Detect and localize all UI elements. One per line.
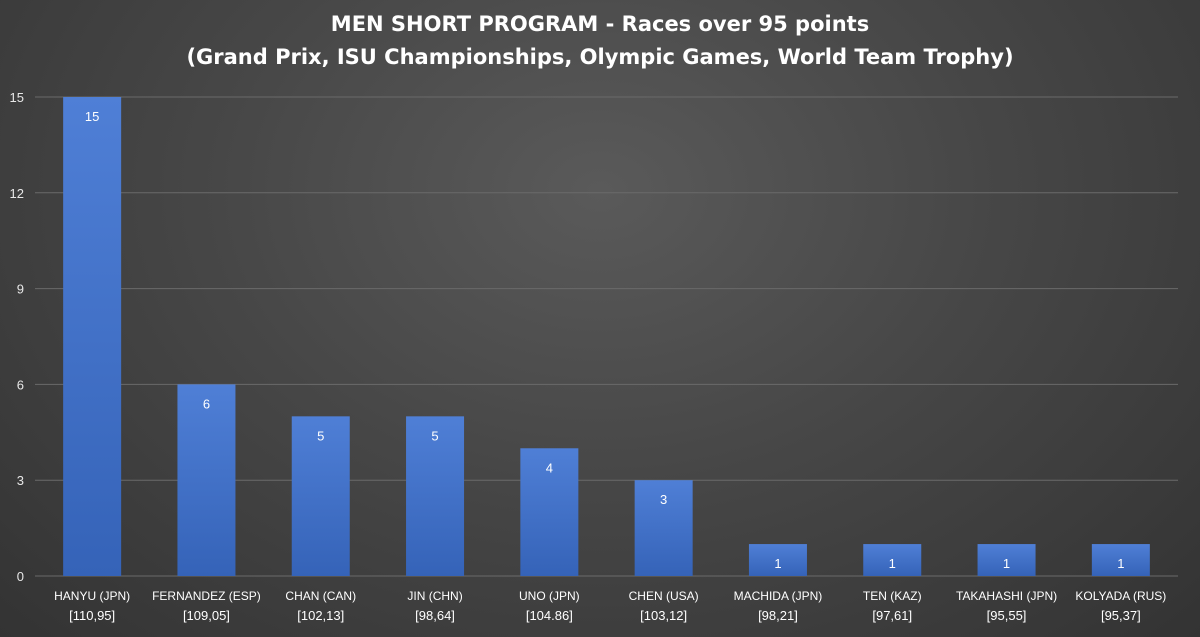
data-label: 5 [431,428,438,443]
category-score-label: [98,21] [758,608,798,623]
category-label: KOLYADA (RUS) [1075,589,1166,603]
bar [177,384,236,576]
y-tick-label: 9 [17,282,24,297]
category-label: TEN (KAZ) [863,589,922,603]
category-score-label: [104.86] [526,608,573,623]
data-label: 1 [1003,556,1010,571]
y-tick-label: 12 [10,186,24,201]
data-label: 4 [546,460,553,475]
category-label: FERNANDEZ (ESP) [152,589,261,603]
bar [748,544,807,576]
category-label: MACHIDA (JPN) [734,589,823,603]
y-tick-label: 15 [10,90,24,105]
category-score-label: [103,12] [640,608,687,623]
bar [634,480,693,576]
bar [406,416,465,576]
bar [520,448,579,576]
bar [1091,544,1150,576]
bar [291,416,350,576]
category-score-label: [97,61] [872,608,912,623]
data-label: 1 [774,556,781,571]
category-label: CHEN (USA) [629,589,699,603]
category-score-label: [102,13] [297,608,344,623]
chart-subtitle: (Grand Prix, ISU Championships, Olympic … [186,45,1014,69]
category-label: TAKAHASHI (JPN) [956,589,1057,603]
data-label: 15 [85,109,99,124]
data-label: 3 [660,492,667,507]
chart-title-block: MEN SHORT PROGRAM - Races over 95 points… [0,8,1200,74]
category-score-label: [95,55] [987,608,1027,623]
y-tick-label: 3 [17,473,24,488]
bar [863,544,922,576]
chart-title: MEN SHORT PROGRAM - Races over 95 points [330,12,870,36]
y-tick-label: 0 [17,569,24,584]
category-label: CHAN (CAN) [285,589,356,603]
category-score-label: [95,37] [1101,608,1141,623]
data-label: 1 [1117,556,1124,571]
data-label: 1 [889,556,896,571]
bar [977,544,1036,576]
category-score-label: [109,05] [183,608,230,623]
category-label: HANYU (JPN) [54,589,130,603]
category-label: JIN (CHN) [407,589,462,603]
category-label: UNO (JPN) [519,589,580,603]
data-label: 6 [203,396,210,411]
category-score-label: [110,95] [69,608,115,623]
data-label: 5 [317,428,324,443]
y-tick-label: 6 [17,377,24,392]
category-score-label: [98,64] [415,608,455,623]
bar [63,97,122,576]
